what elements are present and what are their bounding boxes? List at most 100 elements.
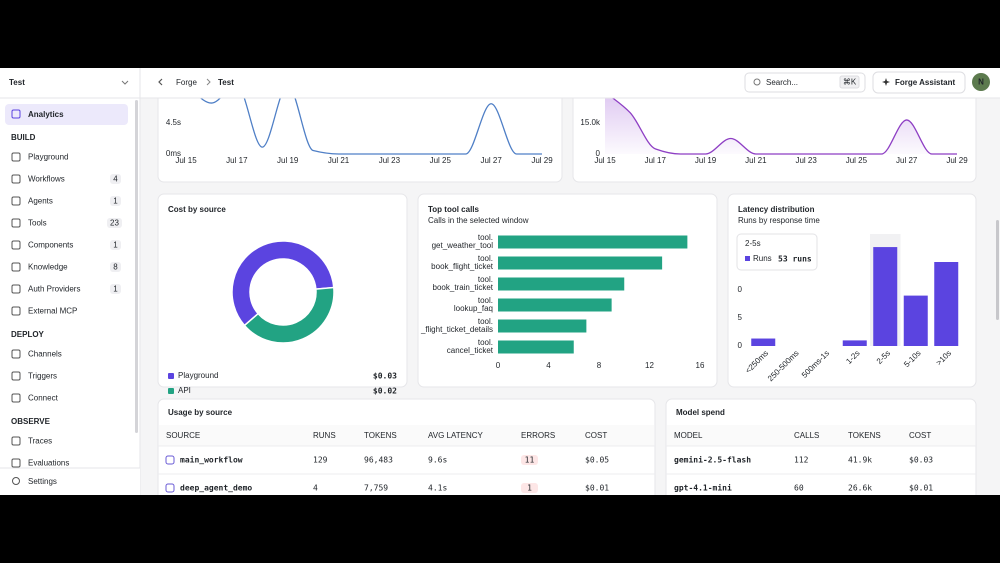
y-tick-label: 0 <box>738 285 743 294</box>
line <box>185 84 542 155</box>
table-cell: $0.01 <box>585 484 609 493</box>
sidebar <box>0 68 140 495</box>
x-tick-label: Jul 23 <box>379 156 401 165</box>
y-tick-label: _flight_ticket_details <box>420 325 493 334</box>
nav-icon <box>11 196 21 206</box>
scrollbar <box>996 220 999 320</box>
bar <box>903 295 928 346</box>
count-badge <box>110 240 121 250</box>
legend-value: $0.02 <box>373 387 397 396</box>
nav-item[interactable]: Components <box>28 241 73 250</box>
error-pill <box>521 483 538 493</box>
nav-item[interactable]: Settings <box>28 477 57 486</box>
nav-active-bg <box>5 104 128 125</box>
nav-item[interactable]: Tools <box>28 219 47 228</box>
nav-item[interactable]: Traces <box>28 437 52 446</box>
y-tick-label: 0ms <box>166 149 181 158</box>
x-tick-label: Jul 25 <box>430 156 452 165</box>
column-header: CALLS <box>794 431 819 440</box>
nav-count: 1 <box>113 197 118 206</box>
nav-icon <box>11 436 21 446</box>
x-tick-label: Jul 27 <box>480 156 502 165</box>
table-cell: 4 <box>313 484 318 493</box>
x-tick-label: 0 <box>496 361 501 370</box>
x-tick-label: 8 <box>597 361 602 370</box>
x-tick-label: Jul 17 <box>645 156 667 165</box>
y-tick-label: 0 <box>596 149 601 158</box>
shortcut: ⌘K <box>843 78 857 87</box>
workspace-name[interactable]: Test <box>9 78 25 87</box>
nav-icon <box>11 240 21 250</box>
card <box>157 398 656 495</box>
card-title: Latency distribution <box>738 205 815 214</box>
column-header: TOKENS <box>364 431 397 440</box>
x-tick-label: Jul 27 <box>896 156 918 165</box>
x-tick-label: Jul 19 <box>695 156 717 165</box>
nav-item[interactable]: Triggers <box>28 372 57 381</box>
nav-item[interactable]: Playground <box>28 153 68 162</box>
breadcrumb-current[interactable]: Test <box>218 78 234 87</box>
x-tick-label: 4 <box>546 361 551 370</box>
x-tick-label: Jul 15 <box>594 156 616 165</box>
nav-item[interactable]: Analytics <box>28 110 64 119</box>
table-cell: 41.9k <box>848 456 872 465</box>
y-tick-label: book_flight_ticket <box>431 262 494 271</box>
card-subtitle: Runs by response time <box>738 216 820 225</box>
table-cell: 112 <box>794 456 809 465</box>
y-tick-label: 5 <box>738 313 743 322</box>
card-title: Cost by source <box>168 205 226 214</box>
nav-item[interactable]: Evaluations <box>28 459 69 468</box>
nav-count: 1 <box>113 241 118 250</box>
bar <box>934 262 959 346</box>
search-placeholder: Search... <box>766 78 798 87</box>
table-title: Usage by source <box>168 408 233 417</box>
card-title: Top tool calls <box>428 205 480 214</box>
tooltip-swatch <box>745 256 750 261</box>
x-tick-label: Jul 21 <box>328 156 350 165</box>
card-subtitle: Calls in the selected window <box>428 216 529 225</box>
y-tick-label: tool. <box>478 254 493 263</box>
nav-section: BUILD <box>11 133 36 142</box>
nav-count: 1 <box>113 285 118 294</box>
legend-swatch <box>168 373 174 379</box>
nav-item[interactable]: Workflows <box>28 175 65 184</box>
count-badge <box>110 284 121 294</box>
search-box[interactable] <box>744 72 866 93</box>
table-cell: $0.01 <box>909 484 933 493</box>
top-bar <box>140 68 1000 98</box>
breadcrumb: Forge <box>176 78 197 87</box>
y-tick-label: cancel_ticket <box>447 346 494 355</box>
nav-icon <box>11 306 21 316</box>
bar <box>498 319 587 333</box>
area <box>605 92 957 154</box>
column-header: RUNS <box>313 431 336 440</box>
nav-item[interactable]: Knowledge <box>28 263 68 272</box>
nav-item[interactable]: Agents <box>28 197 53 206</box>
back-button[interactable] <box>158 78 163 86</box>
nav-item[interactable]: Connect <box>28 394 59 403</box>
nav-icon <box>11 349 21 359</box>
error-pill <box>521 455 538 465</box>
nav-item[interactable]: External MCP <box>28 307 77 316</box>
count-badge <box>110 196 121 206</box>
table-cell: 60 <box>794 484 804 493</box>
bar <box>751 338 776 346</box>
x-tick-label: Jul 19 <box>277 156 299 165</box>
count-badge <box>110 174 121 184</box>
y-tick-label: tool. <box>478 317 493 326</box>
column-header: MODEL <box>674 431 703 440</box>
y-tick-label: get_weather_tool <box>432 241 494 250</box>
column-header: COST <box>909 431 931 440</box>
table-cell: 26.6k <box>848 484 872 493</box>
avatar[interactable] <box>972 73 990 91</box>
x-tick-label: Jul 15 <box>175 156 197 165</box>
nav-item[interactable]: Channels <box>28 350 62 359</box>
assistant-button[interactable] <box>872 71 966 94</box>
line <box>604 91 957 155</box>
bar <box>498 256 663 270</box>
nav-item[interactable]: Auth Providers <box>28 285 80 294</box>
column-header: SOURCE <box>166 431 200 440</box>
x-tick-label: Jul 23 <box>795 156 817 165</box>
